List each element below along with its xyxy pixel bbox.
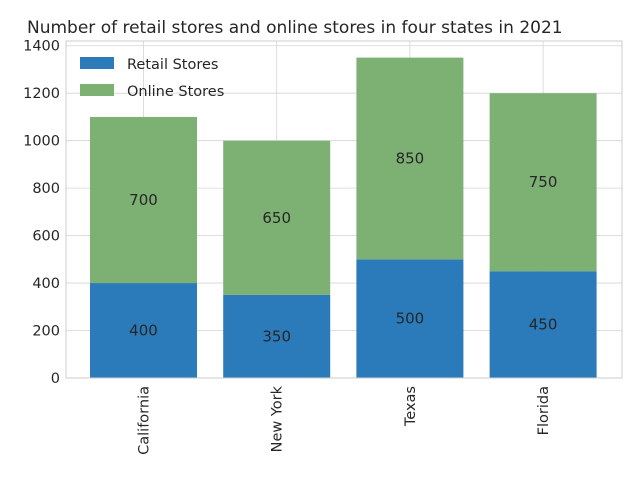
y-tick-label: 1400 xyxy=(23,39,60,55)
y-tick-label: 0 xyxy=(51,371,60,387)
bar-value-label: 750 xyxy=(529,173,558,191)
bar-value-label: 700 xyxy=(129,191,158,209)
bar-value-label: 350 xyxy=(262,327,291,345)
bar-segment-retail xyxy=(489,271,597,378)
legend-swatch xyxy=(80,84,114,96)
y-tick-label: 800 xyxy=(32,181,60,197)
legend-label: Retail Stores xyxy=(127,57,218,73)
bar-segment-online xyxy=(356,57,464,260)
y-tick-label: 1000 xyxy=(23,134,60,150)
bar-segment-online xyxy=(223,140,331,295)
bar-value-label: 650 xyxy=(262,209,291,227)
x-axis-ticks: California New York Texas Florida xyxy=(137,385,553,454)
bar-labels: 400 700 350 650 500 850 450 750 xyxy=(129,149,557,345)
bar-value-label: 400 xyxy=(129,322,158,340)
bar-segment-retail xyxy=(90,283,197,378)
bar-value-label: 850 xyxy=(396,149,425,167)
bar-value-label: 450 xyxy=(529,316,558,334)
bar-segment-online xyxy=(90,116,197,284)
y-tick-label: 200 xyxy=(32,324,60,340)
x-tick-label: California xyxy=(137,386,153,455)
plot-frame xyxy=(65,40,623,379)
x-tick-label: Florida xyxy=(536,386,552,435)
bar-segment-online xyxy=(489,93,597,272)
chart-title: Number of retail stores and online store… xyxy=(27,18,563,38)
legend: Retail Stores Online Stores xyxy=(80,57,224,100)
bars xyxy=(90,57,597,378)
x-tick-label: Texas xyxy=(403,386,419,427)
bar-segment-retail xyxy=(223,294,331,378)
x-tick-label: New York xyxy=(270,385,286,452)
y-tick-label: 1200 xyxy=(23,86,60,102)
bar-value-label: 500 xyxy=(396,310,425,328)
legend-swatch xyxy=(80,57,114,69)
y-axis-ticks: 0 200 400 600 800 1000 1200 1400 xyxy=(23,39,60,387)
legend-label: Online Stores xyxy=(127,84,224,100)
y-tick-label: 600 xyxy=(32,229,60,245)
y-tick-label: 400 xyxy=(32,276,60,292)
bar-segment-retail xyxy=(356,259,464,378)
